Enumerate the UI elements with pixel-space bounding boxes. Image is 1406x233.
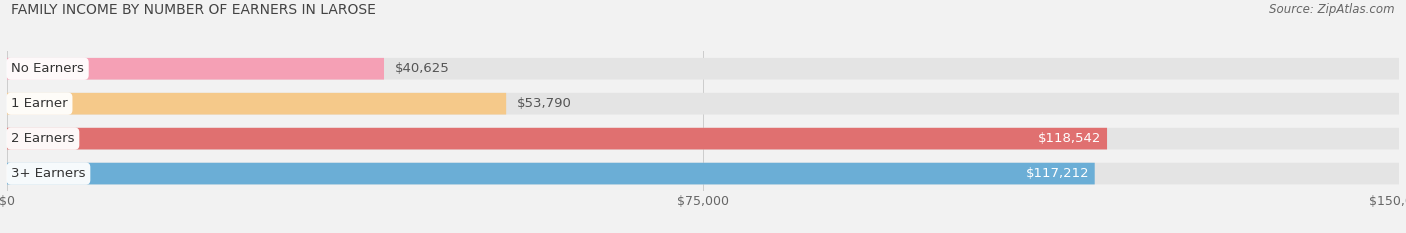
Text: Source: ZipAtlas.com: Source: ZipAtlas.com [1270,3,1395,17]
Text: 2 Earners: 2 Earners [11,132,75,145]
Text: No Earners: No Earners [11,62,84,75]
FancyBboxPatch shape [7,163,1399,185]
FancyBboxPatch shape [7,93,506,115]
Text: $117,212: $117,212 [1025,167,1090,180]
Text: 3+ Earners: 3+ Earners [11,167,86,180]
FancyBboxPatch shape [7,128,1399,150]
FancyBboxPatch shape [7,93,1399,115]
Text: $53,790: $53,790 [517,97,572,110]
FancyBboxPatch shape [7,163,1095,185]
Text: FAMILY INCOME BY NUMBER OF EARNERS IN LAROSE: FAMILY INCOME BY NUMBER OF EARNERS IN LA… [11,3,377,17]
Text: $40,625: $40,625 [395,62,450,75]
Text: 1 Earner: 1 Earner [11,97,67,110]
Text: $118,542: $118,542 [1038,132,1101,145]
FancyBboxPatch shape [7,58,1399,80]
FancyBboxPatch shape [7,128,1107,150]
FancyBboxPatch shape [7,58,384,80]
